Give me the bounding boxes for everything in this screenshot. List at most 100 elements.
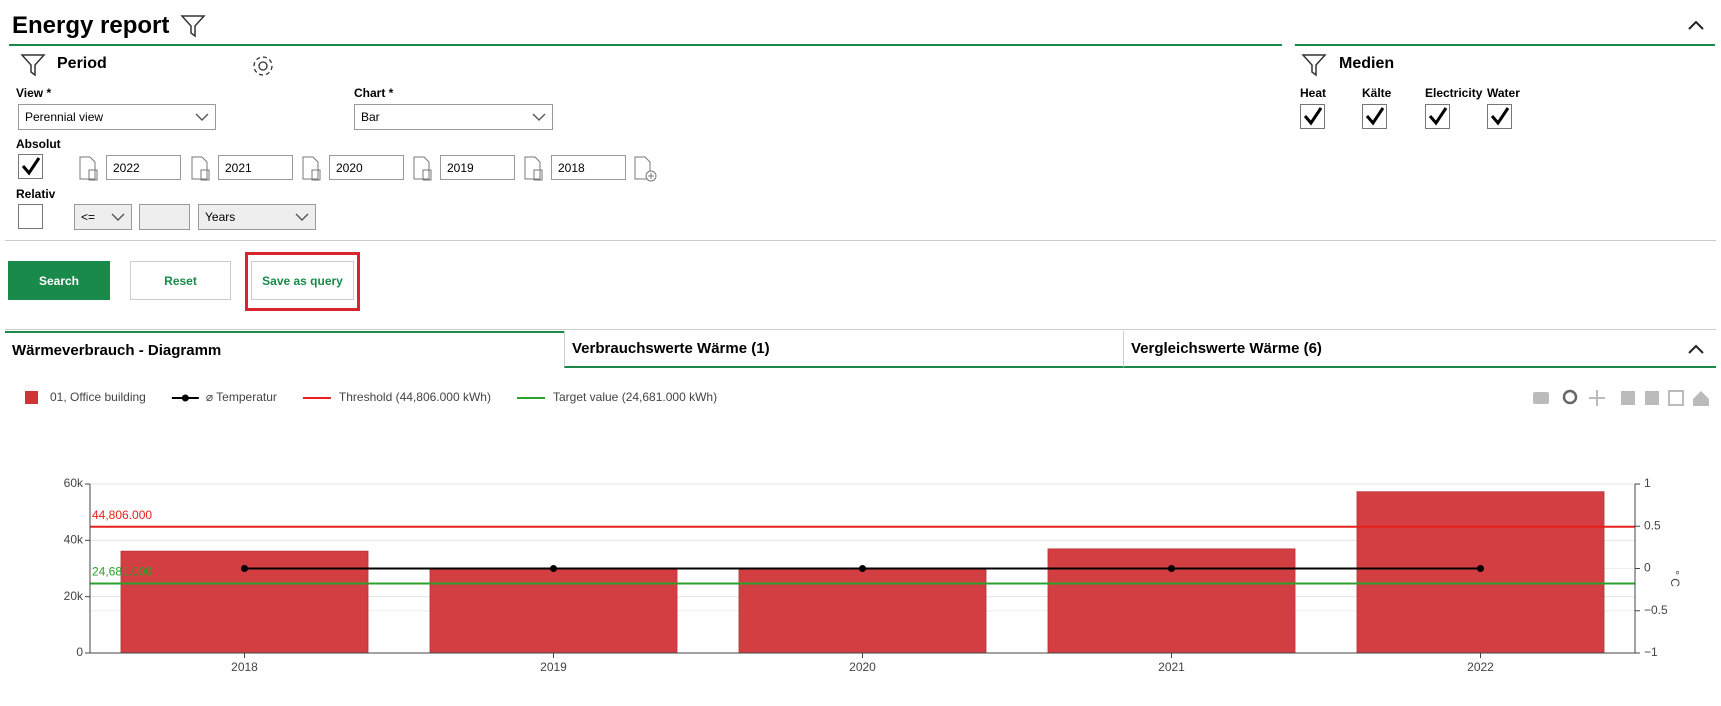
temperature-point [550, 565, 557, 572]
checkmark [21, 157, 41, 176]
filter-icon [20, 54, 46, 77]
tab[interactable]: Vergleichswerte Wärme (6) [1123, 331, 1716, 368]
file-icon[interactable] [412, 155, 434, 183]
checkmark [1303, 107, 1323, 126]
select-value: Perennial view [25, 110, 104, 124]
y-tick-label: 40k [64, 533, 84, 547]
reference-label: 24,681.000 [92, 565, 152, 579]
temperature-point [1168, 565, 1175, 572]
temperature-point [1477, 565, 1484, 572]
field-label: View * [16, 86, 52, 100]
unit-select[interactable]: Years [198, 204, 316, 230]
media-label: Electricity [1425, 86, 1483, 100]
file-icon[interactable] [190, 155, 212, 183]
zoom-out-icon[interactable] [1645, 391, 1659, 405]
select-value: Years [205, 210, 236, 224]
year-input[interactable]: 2018 [551, 155, 626, 180]
y2-tick-label: 0.5 [1644, 518, 1661, 532]
year-input[interactable]: 2021 [218, 155, 293, 180]
autoscale-icon[interactable] [1668, 390, 1684, 406]
divider [5, 329, 1716, 330]
view-select[interactable]: Perennial view [18, 104, 216, 130]
reference-label: 44,806.000 [92, 508, 152, 522]
x-tick-label: 2021 [1158, 660, 1185, 674]
chart-select[interactable]: Bar [354, 104, 553, 130]
y2-tick-label: 1 [1644, 476, 1651, 490]
search-button[interactable]: Search [8, 261, 110, 300]
reset-button[interactable]: Reset [130, 261, 231, 300]
collapse-icon[interactable] [1686, 342, 1706, 356]
highlight-box [245, 252, 360, 311]
bar [1047, 548, 1296, 654]
x-tick-label: 2019 [540, 660, 567, 674]
filter-icon[interactable] [180, 13, 206, 39]
legend-swatch [25, 391, 38, 404]
year-input[interactable]: 2019 [440, 155, 515, 180]
divider [9, 44, 1282, 46]
bar [738, 568, 987, 654]
pan-icon[interactable] [1589, 390, 1605, 406]
page-title: Energy report [12, 12, 170, 39]
checkbox[interactable] [1487, 104, 1512, 129]
year-input[interactable]: 2022 [106, 155, 181, 180]
tab[interactable]: Wärmeverbrauch - Diagramm [5, 331, 564, 368]
zoom-in-icon[interactable] [1621, 391, 1635, 405]
file-icon[interactable] [523, 155, 545, 183]
bar [1356, 491, 1605, 654]
x-tick-label: 2018 [231, 660, 258, 674]
checkbox[interactable] [18, 154, 43, 179]
y2-tick-label: 0 [1644, 561, 1651, 575]
y-tick-label: 20k [64, 589, 84, 603]
y2-tick-label: −1 [1644, 645, 1658, 659]
y-tick-label: 60k [64, 476, 84, 490]
select-value: <= [81, 210, 96, 224]
checkmark [1365, 107, 1385, 126]
field-label: Relativ [16, 187, 56, 201]
legend-item [171, 394, 199, 402]
y-tick-label: 0 [76, 645, 83, 659]
add-year-icon[interactable] [633, 155, 659, 183]
section-title: Medien [1339, 55, 1395, 72]
tab[interactable]: Verbrauchswerte Wärme (1) [564, 331, 1123, 368]
checkbox[interactable] [1425, 104, 1450, 129]
legend-label: ⌀ Temperatur [206, 390, 277, 404]
chart: −1 −0.5 0 0.5 1 0 20k 40k 60k ° C 44,806.000 24,681… [25, 389, 1709, 674]
checkbox[interactable] [1300, 104, 1325, 129]
media-label: Water [1487, 86, 1520, 100]
select-value: Bar [361, 110, 380, 124]
x-tick-label: 2020 [849, 660, 876, 674]
file-icon[interactable] [78, 155, 100, 183]
zoom-icon[interactable] [1562, 389, 1578, 405]
bar [429, 568, 678, 654]
checkmark [1490, 107, 1510, 126]
operator-select[interactable]: <= [74, 204, 132, 230]
legend-swatch [181, 394, 189, 402]
media-label: Kälte [1362, 86, 1392, 100]
section-title: Period [57, 55, 107, 72]
checkbox[interactable] [1362, 104, 1387, 129]
field-label: Absolut [16, 137, 61, 151]
camera-icon[interactable] [1533, 392, 1549, 404]
divider [5, 240, 1716, 241]
file-icon[interactable] [301, 155, 323, 183]
y2-axis-title: ° C [1668, 570, 1682, 587]
save-query-button[interactable]: Save as query [251, 261, 354, 300]
legend-label: Threshold (44,806.000 kWh) [339, 390, 491, 404]
reset-axes-icon[interactable] [1693, 391, 1709, 406]
x-tick-label: 2022 [1467, 660, 1494, 674]
checkmark [1428, 107, 1448, 126]
checkbox[interactable] [18, 204, 43, 229]
field-label: Chart * [354, 86, 394, 100]
amount-input[interactable] [139, 204, 190, 230]
temperature-point [859, 565, 866, 572]
settings-icon[interactable] [250, 53, 276, 79]
collapse-icon[interactable] [1686, 18, 1706, 32]
divider [1295, 44, 1715, 46]
legend-label: 01, Office building [50, 390, 146, 404]
legend-label: Target value (24,681.000 kWh) [553, 390, 717, 404]
year-input[interactable]: 2020 [329, 155, 404, 180]
chart-toolbar [1533, 389, 1709, 406]
filter-icon [1301, 54, 1327, 77]
temperature-point [241, 565, 248, 572]
